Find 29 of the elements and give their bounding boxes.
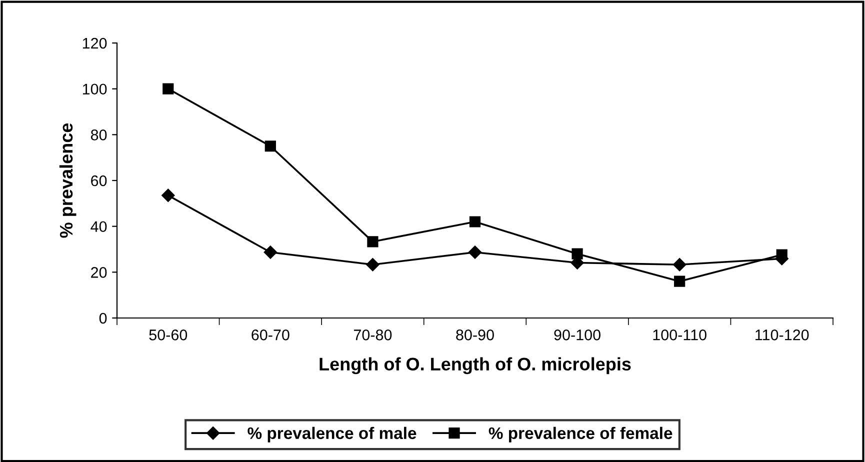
y-tick-label: 20: [91, 267, 107, 278]
point: [264, 140, 276, 152]
x-tick-label: 70-80: [354, 330, 392, 340]
x-tick-label: 90-100: [554, 330, 600, 340]
x-axis-title: Length of O. Length of O. microlepis: [320, 357, 631, 374]
y-tick-label: 60: [91, 175, 107, 186]
point: [674, 276, 686, 287]
point: [469, 216, 481, 228]
y-tick-label: 0: [99, 312, 107, 324]
x-tick-label: 80-90: [456, 330, 494, 340]
point: [672, 258, 686, 272]
x-tick-label: 60-70: [252, 330, 290, 340]
point: [367, 236, 378, 248]
point: [162, 188, 175, 202]
legend-label: % prevalence of female: [488, 426, 672, 442]
point: [366, 258, 380, 272]
point: [468, 246, 482, 259]
x-tick-label: 110-120: [756, 330, 809, 340]
y-tick-label: 80: [90, 130, 107, 140]
point: [264, 246, 278, 259]
point: [572, 248, 583, 260]
point: [162, 83, 174, 94]
x-tick-label: 50-60: [149, 330, 188, 340]
y-tick-label: 120: [82, 38, 107, 49]
y-tick-label: 40: [90, 221, 107, 232]
x-tick-label: 100-110: [653, 330, 706, 340]
y-tick-label: 100: [82, 84, 107, 95]
y-axis-title: % prevalence: [59, 123, 76, 238]
legend-label: % prevalence of male: [248, 426, 416, 442]
